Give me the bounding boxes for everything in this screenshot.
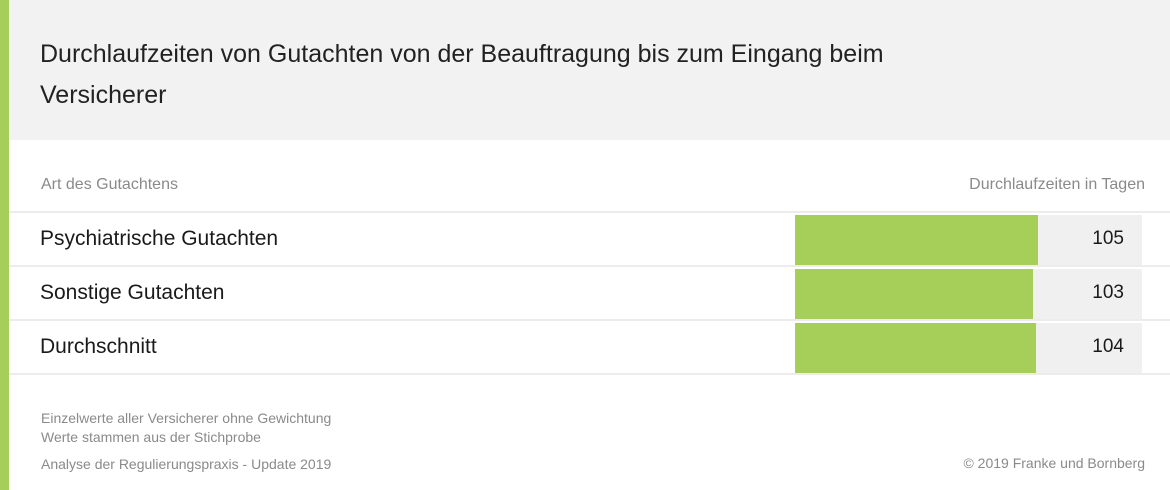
bar-track [795, 269, 1142, 319]
category-column-header: Art des Gutachtens [41, 176, 178, 193]
footnote: Werte stammen aus der Stichprobe [41, 429, 261, 445]
value-label: 105 [1092, 228, 1124, 249]
table-row: Durchschnitt 104 [9, 319, 1170, 375]
value-label: 103 [1092, 282, 1124, 303]
copyright: © 2019 Franke und Bornberg [963, 455, 1145, 471]
value-label: 104 [1092, 336, 1124, 357]
chart-title: Durchlaufzeiten von Gutachten von der Be… [40, 40, 884, 109]
footnote: Einzelwerte aller Versicherer ohne Gewic… [41, 410, 332, 426]
category-label: Psychiatrische Gutachten [40, 227, 279, 250]
bar-durchschnitt [795, 323, 1036, 373]
bar-track [795, 215, 1142, 265]
table-row: Psychiatrische Gutachten 105 [9, 211, 1170, 265]
bar-sonstige-gutachten [795, 269, 1034, 319]
category-label: Sonstige Gutachten [40, 281, 225, 304]
bar-psychiatrische-gutachten [795, 215, 1038, 265]
source-note: Analyse der Regulierungspraxis - Update … [41, 456, 332, 472]
accent-bar [0, 0, 9, 490]
bar-table: Psychiatrische Gutachten 105 Sonstige Gu… [9, 211, 1170, 375]
chart-header: Durchlaufzeiten von Gutachten von der Be… [9, 0, 1170, 140]
bar-track [795, 323, 1142, 373]
value-column-header: Durchlaufzeiten in Tagen [969, 176, 1145, 193]
category-label: Durchschnitt [40, 335, 157, 358]
table-row: Sonstige Gutachten 103 [9, 265, 1170, 319]
